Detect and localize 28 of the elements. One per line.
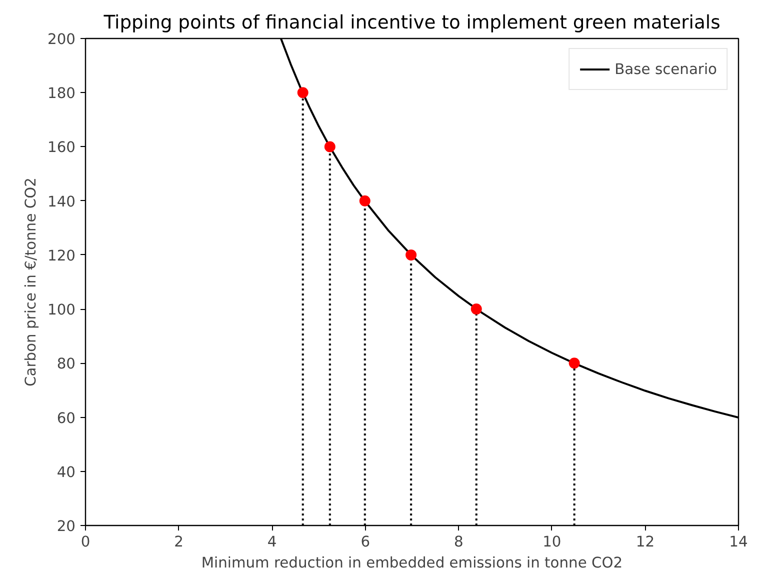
y-tick-label: 140 bbox=[48, 193, 76, 210]
y-tick-label: 80 bbox=[56, 356, 76, 373]
x-tick-label: 10 bbox=[542, 534, 562, 550]
x-tick-label: 2 bbox=[174, 534, 184, 550]
x-tick-label: 14 bbox=[729, 534, 748, 550]
x-tick-label: 0 bbox=[80, 534, 90, 550]
y-tick-label: 60 bbox=[56, 410, 76, 427]
y-tick-label: 200 bbox=[48, 31, 76, 48]
x-tick-label: 12 bbox=[636, 534, 655, 550]
chart-title: Tipping points of financial incentive to implement green materials bbox=[102, 12, 720, 34]
point bbox=[406, 249, 417, 260]
legend-label: Base scenario bbox=[614, 60, 717, 78]
x-tick-label: 8 bbox=[454, 534, 464, 550]
point bbox=[324, 141, 336, 152]
point bbox=[359, 195, 370, 206]
y-tick-label: 100 bbox=[48, 302, 76, 319]
point bbox=[568, 358, 580, 369]
x-tick-label: 6 bbox=[360, 534, 370, 550]
x-tick-label: 4 bbox=[267, 534, 277, 550]
x-axis-title: Minimum reduction in embedded emissions in tonne CO2 bbox=[201, 554, 623, 572]
y-tick-label: 40 bbox=[56, 464, 76, 481]
y-tick-label: 120 bbox=[48, 247, 76, 264]
point bbox=[470, 304, 482, 315]
y-axis-title: Carbon price in €/tonne CO2 bbox=[22, 178, 40, 386]
y-tick-label: 180 bbox=[48, 85, 76, 102]
y-tick-label: 20 bbox=[56, 518, 76, 535]
y-tick-label: 160 bbox=[48, 139, 76, 156]
point bbox=[297, 87, 308, 98]
